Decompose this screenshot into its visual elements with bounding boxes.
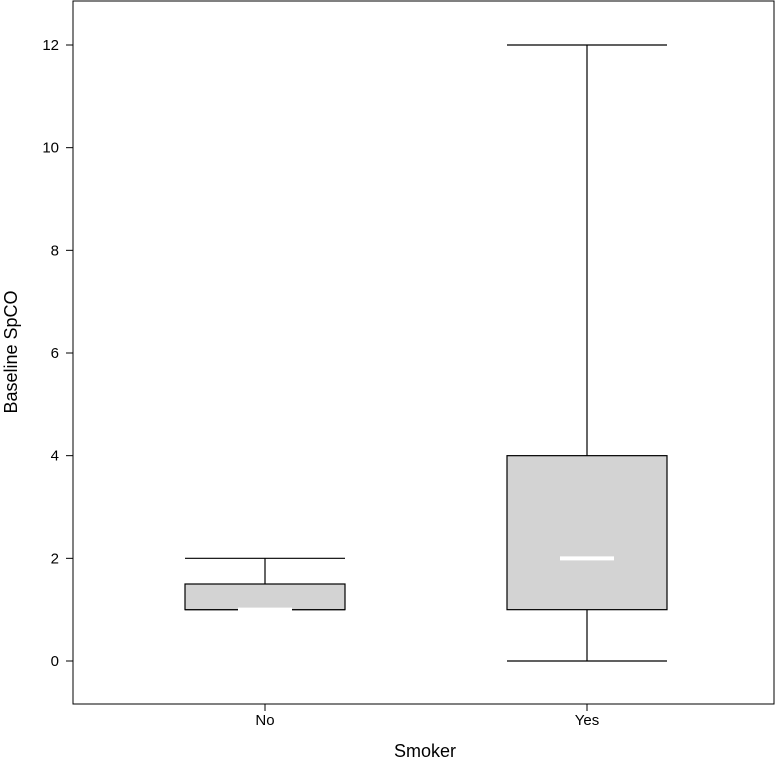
y-tick-label: 6 bbox=[51, 345, 59, 362]
boxes bbox=[184, 44, 668, 662]
x-tick-label: No bbox=[255, 712, 274, 729]
y-axis-title: Baseline SpCO bbox=[1, 290, 21, 413]
box-yes bbox=[506, 44, 668, 662]
iqr-box bbox=[506, 455, 668, 611]
y-tick-label: 8 bbox=[51, 242, 59, 259]
y-tick-label: 4 bbox=[51, 448, 59, 465]
y-tick-label: 10 bbox=[42, 140, 59, 157]
x-axis-title: Smoker bbox=[394, 741, 456, 761]
x-axis: No Yes bbox=[255, 704, 599, 729]
y-tick-label: 2 bbox=[51, 550, 59, 567]
x-tick-label: Yes bbox=[575, 712, 599, 729]
y-tick-label: 12 bbox=[42, 37, 59, 54]
plot-frame bbox=[72, 0, 775, 705]
y-tick-label: 0 bbox=[51, 653, 59, 670]
box-no bbox=[184, 557, 346, 612]
y-axis: 0 2 4 6 8 10 12 bbox=[42, 37, 73, 670]
iqr-box bbox=[184, 583, 346, 611]
